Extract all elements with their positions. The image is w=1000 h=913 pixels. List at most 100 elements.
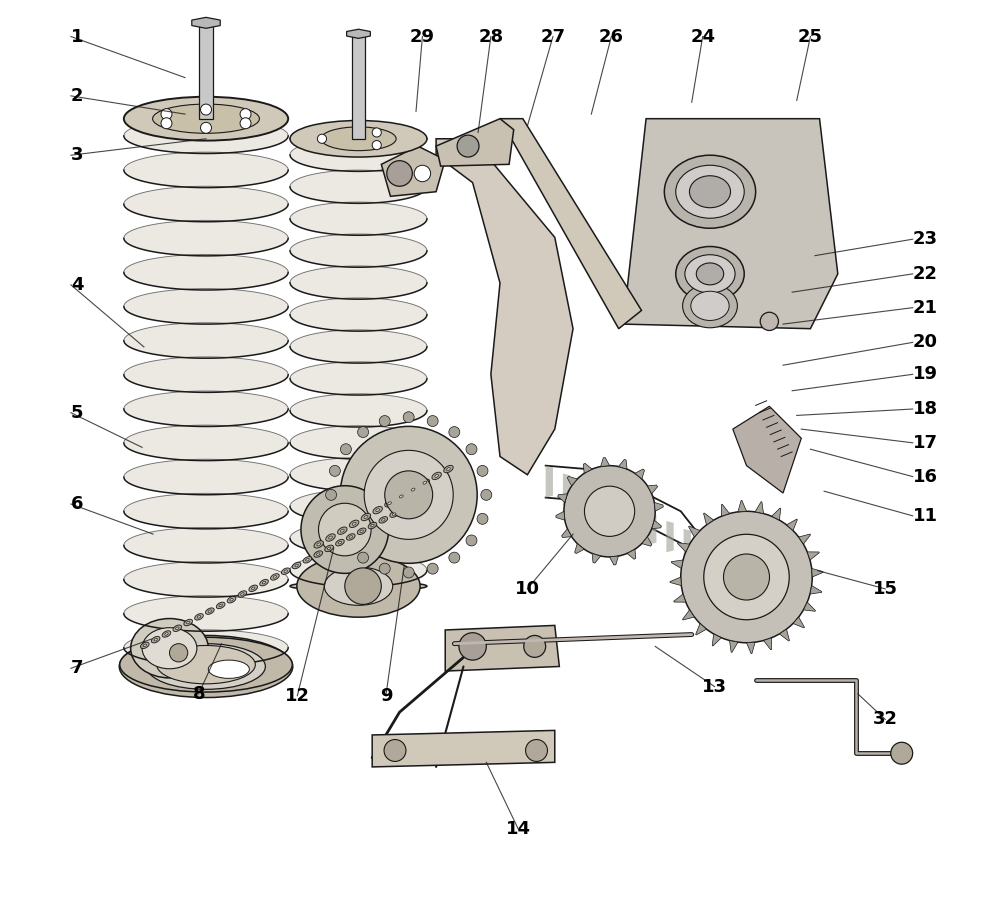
Ellipse shape [321, 127, 396, 151]
Ellipse shape [284, 570, 287, 572]
Polygon shape [583, 463, 592, 473]
Ellipse shape [432, 472, 441, 479]
Ellipse shape [379, 517, 388, 523]
Ellipse shape [364, 516, 368, 519]
Text: 18: 18 [913, 400, 938, 418]
Ellipse shape [295, 564, 298, 567]
Ellipse shape [411, 488, 415, 491]
Ellipse shape [303, 557, 312, 563]
Polygon shape [712, 634, 721, 646]
Polygon shape [733, 406, 801, 493]
Ellipse shape [290, 521, 427, 555]
Ellipse shape [392, 513, 396, 516]
Ellipse shape [151, 636, 160, 643]
Text: 22: 22 [913, 265, 938, 283]
Circle shape [301, 486, 389, 573]
Ellipse shape [338, 541, 342, 544]
Polygon shape [580, 481, 587, 513]
Ellipse shape [676, 247, 744, 301]
Circle shape [466, 444, 477, 455]
Text: 7: 7 [71, 659, 83, 677]
Ellipse shape [340, 530, 344, 532]
Ellipse shape [227, 596, 236, 603]
Polygon shape [546, 466, 553, 498]
Ellipse shape [290, 134, 427, 143]
Polygon shape [635, 469, 644, 479]
Circle shape [891, 742, 913, 764]
Circle shape [379, 415, 390, 426]
Ellipse shape [124, 630, 288, 666]
Circle shape [427, 415, 438, 426]
Ellipse shape [120, 637, 292, 692]
Circle shape [564, 466, 655, 557]
Polygon shape [627, 550, 636, 560]
Ellipse shape [119, 635, 293, 698]
Ellipse shape [219, 604, 222, 607]
Ellipse shape [382, 519, 385, 521]
Circle shape [681, 511, 812, 643]
Ellipse shape [124, 289, 288, 324]
Text: 23: 23 [913, 230, 938, 248]
Polygon shape [793, 617, 804, 628]
Circle shape [240, 109, 251, 120]
Circle shape [161, 118, 172, 129]
Circle shape [340, 535, 351, 546]
Ellipse shape [368, 522, 377, 529]
Circle shape [358, 552, 369, 563]
Circle shape [387, 161, 412, 186]
Ellipse shape [435, 475, 439, 477]
Polygon shape [615, 498, 622, 529]
Ellipse shape [140, 642, 149, 648]
Text: 3: 3 [71, 146, 83, 164]
Text: 26: 26 [599, 27, 624, 46]
Ellipse shape [143, 644, 147, 646]
Ellipse shape [238, 591, 247, 597]
Ellipse shape [124, 113, 288, 124]
Ellipse shape [683, 284, 737, 328]
Ellipse shape [262, 582, 266, 584]
Circle shape [345, 568, 381, 604]
Circle shape [449, 426, 460, 437]
Ellipse shape [186, 621, 190, 624]
Ellipse shape [361, 513, 371, 520]
Ellipse shape [216, 603, 225, 609]
Circle shape [326, 489, 337, 500]
Polygon shape [649, 513, 656, 544]
Ellipse shape [292, 562, 301, 569]
Polygon shape [642, 537, 652, 546]
Circle shape [240, 118, 251, 129]
Ellipse shape [314, 540, 323, 548]
Circle shape [704, 534, 789, 620]
Ellipse shape [371, 524, 374, 527]
Polygon shape [787, 519, 797, 530]
Ellipse shape [157, 645, 255, 684]
Ellipse shape [124, 459, 288, 495]
Circle shape [161, 109, 172, 120]
Ellipse shape [230, 598, 233, 601]
Ellipse shape [689, 176, 731, 208]
Ellipse shape [420, 479, 430, 487]
Polygon shape [558, 494, 567, 502]
Polygon shape [652, 520, 661, 529]
Polygon shape [747, 642, 755, 654]
Polygon shape [799, 534, 811, 544]
Text: 10: 10 [515, 580, 540, 598]
Polygon shape [192, 17, 220, 28]
Ellipse shape [124, 152, 288, 187]
Text: 2: 2 [71, 87, 83, 105]
Ellipse shape [290, 362, 427, 395]
Text: 21: 21 [913, 299, 938, 317]
Polygon shape [683, 610, 694, 620]
Text: 1: 1 [71, 27, 83, 46]
Polygon shape [575, 543, 584, 553]
Circle shape [403, 567, 414, 578]
Polygon shape [632, 505, 639, 537]
Ellipse shape [124, 596, 288, 631]
Circle shape [329, 513, 340, 524]
Circle shape [385, 471, 433, 519]
Polygon shape [648, 485, 658, 494]
Ellipse shape [327, 547, 331, 550]
Ellipse shape [173, 625, 182, 632]
Circle shape [340, 444, 351, 455]
Text: 20: 20 [913, 333, 938, 352]
